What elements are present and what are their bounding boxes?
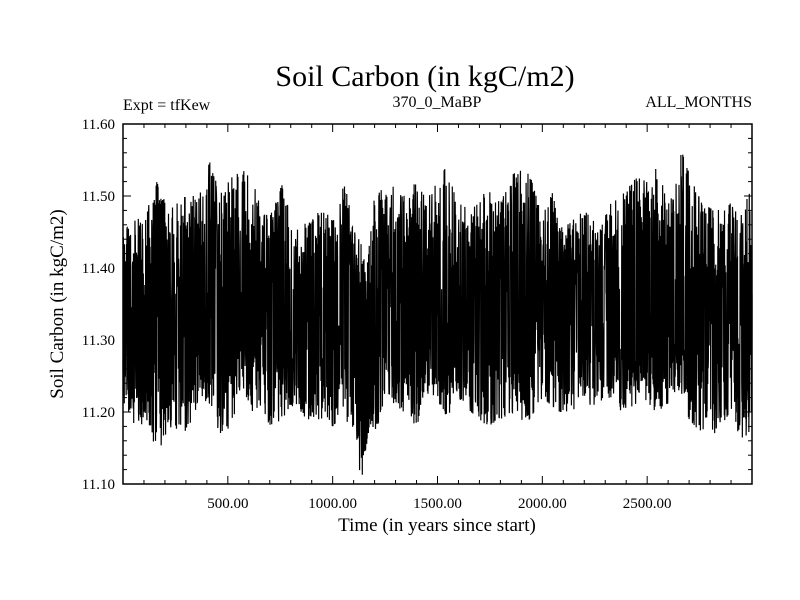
y-tick-label: 11.30: [82, 333, 115, 349]
period-label: 370_0_MaBP: [393, 94, 482, 111]
y-tick-label: 11.40: [82, 261, 115, 277]
y-tick-label: 11.10: [82, 477, 115, 493]
y-tick-label: 11.20: [82, 405, 115, 421]
series-layer: [122, 154, 753, 475]
x-tick-label: 2500.00: [623, 496, 672, 512]
plot-area-frame: [122, 123, 753, 485]
y-tick-label: 11.50: [82, 189, 115, 205]
months-label: ALL_MONTHS: [645, 94, 752, 111]
x-tick-label: 1500.00: [413, 496, 462, 512]
x-axis-label: Time (in years since start): [338, 515, 536, 536]
y-axis-label: Soil Carbon (in kgC/m2): [47, 209, 68, 398]
y-tick-label: 11.60: [82, 117, 115, 133]
x-tick-label: 1000.00: [308, 496, 357, 512]
chart-title: Soil Carbon (in kgC/m2): [275, 60, 574, 93]
soil-carbon-series-line: [122, 154, 753, 475]
experiment-label: Expt = tfKew: [123, 97, 211, 114]
x-tick-label: 500.00: [207, 496, 248, 512]
x-tick-label: 2000.00: [518, 496, 567, 512]
ticks-layer: 500.00 1000.00 1500.00 2000.00 2500.00 11.10 1…: [82, 117, 752, 512]
